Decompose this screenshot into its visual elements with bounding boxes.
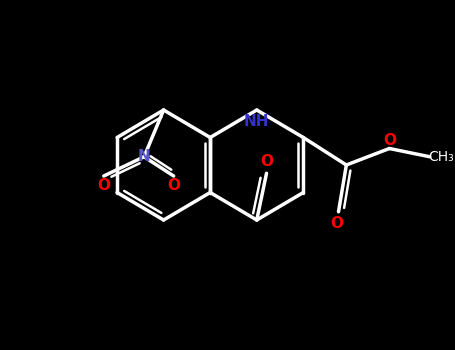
Text: O: O (260, 154, 273, 169)
Text: O: O (383, 133, 396, 148)
Text: CH₃: CH₃ (429, 150, 454, 164)
Text: NH: NH (244, 114, 269, 130)
Text: O: O (97, 178, 110, 194)
Text: O: O (167, 178, 180, 194)
Text: O: O (330, 216, 343, 231)
Text: N: N (138, 149, 151, 164)
